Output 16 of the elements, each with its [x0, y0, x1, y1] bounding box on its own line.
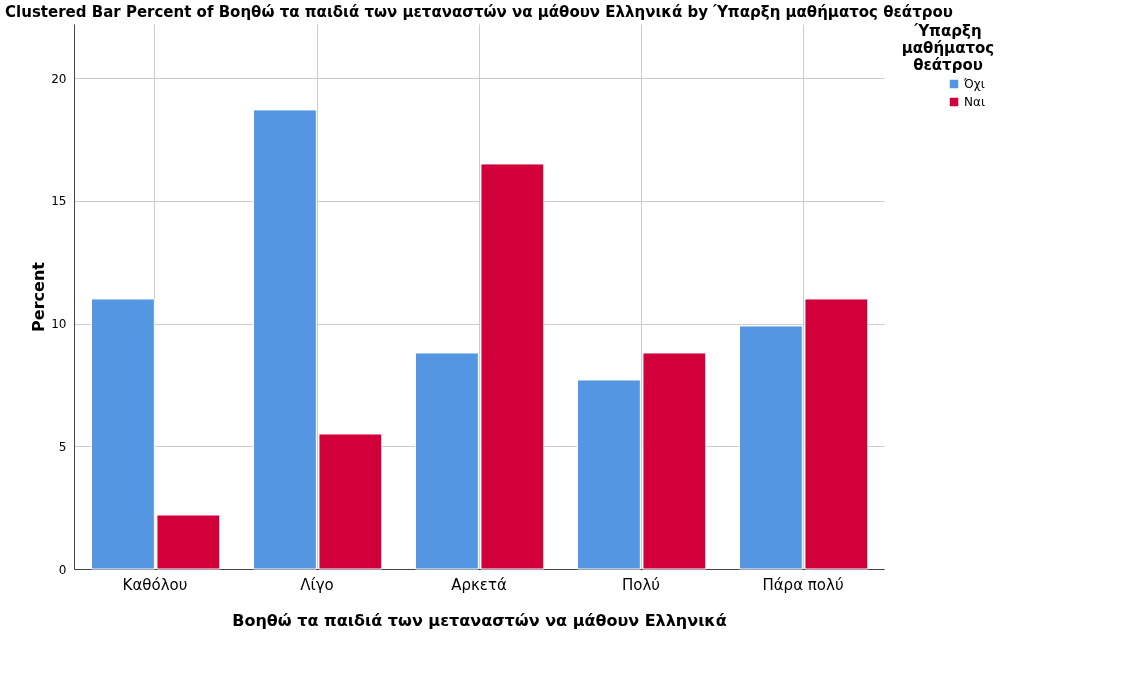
x-tick-label: Πάρα πολύ — [762, 575, 844, 594]
x-tick-label: Πολύ — [621, 575, 661, 594]
y-tick-label: 5 — [58, 439, 67, 454]
y-tick-label: 10 — [51, 317, 67, 331]
chart-title: Clustered Bar Percent of Βοηθώ τα παιδιά των μεταναστών να μάθουν Ελληνικά by Ύπαρξη μαθήματος θεάτρου — [5, 3, 953, 21]
x-tick-label: Λίγο — [300, 575, 334, 594]
legend-label: Όχι — [963, 77, 985, 91]
x-tick-label: Καθόλου — [122, 575, 188, 594]
legend-label: Ναι — [964, 95, 985, 109]
y-axis-title: Percent — [29, 261, 49, 332]
x-tick-label: Αρκετά — [451, 575, 507, 594]
legend-title: Ύπαρξη μαθήματος θεάτρου — [901, 22, 995, 74]
y-tick-label: 20 — [51, 71, 67, 86]
y-tick-label: 0 — [58, 562, 67, 577]
y-tick-label: 15 — [51, 194, 67, 209]
x-axis-title: Βοηθώ τα παιδιά των μεταναστών να μάθουν Ελληνικά — [232, 610, 727, 630]
